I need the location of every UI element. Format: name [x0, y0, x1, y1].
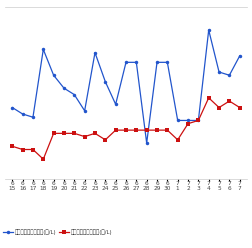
レギュラー看板価格(円/L) — [124, 61, 128, 64]
レギュラー看板価格(円/L) — [114, 103, 117, 106]
レギュラー看板価格(円/L) — [93, 51, 97, 54]
レギュラー実売価格(円/L) — [186, 122, 190, 125]
レギュラー実売価格(円/L) — [62, 132, 66, 135]
レギュラー看板価格(円/L) — [197, 119, 200, 122]
レギュラー看板価格(円/L) — [207, 29, 210, 31]
レギュラー実売価格(円/L) — [145, 129, 148, 132]
Line: レギュラー看板価格(円/L): レギュラー看板価格(円/L) — [11, 28, 241, 145]
レギュラー看板価格(円/L) — [238, 54, 241, 57]
レギュラー看板価格(円/L) — [32, 116, 35, 119]
レギュラー実売価格(円/L) — [32, 148, 35, 151]
レギュラー看板価格(円/L) — [217, 70, 220, 73]
Legend: レギュラー看板価格(円/L), レギュラー実売価格(円/L): レギュラー看板価格(円/L), レギュラー実売価格(円/L) — [3, 229, 112, 235]
レギュラー実売価格(円/L) — [42, 158, 45, 161]
レギュラー看板価格(円/L) — [145, 142, 148, 145]
レギュラー看板価格(円/L) — [83, 109, 86, 112]
レギュラー実売価格(円/L) — [83, 135, 86, 138]
レギュラー実売価格(円/L) — [176, 138, 179, 141]
レギュラー看板価格(円/L) — [155, 61, 159, 64]
レギュラー看板価格(円/L) — [42, 48, 45, 51]
レギュラー看板価格(円/L) — [21, 113, 24, 116]
レギュラー実売価格(円/L) — [207, 96, 210, 99]
レギュラー看板価格(円/L) — [186, 119, 190, 122]
レギュラー看板価格(円/L) — [52, 74, 55, 77]
レギュラー実売価格(円/L) — [217, 106, 220, 109]
レギュラー実売価格(円/L) — [104, 138, 107, 141]
レギュラー実売価格(円/L) — [155, 129, 159, 132]
レギュラー実売価格(円/L) — [135, 129, 138, 132]
レギュラー看板価格(円/L) — [228, 74, 231, 77]
レギュラー実売価格(円/L) — [228, 100, 231, 103]
レギュラー実売価格(円/L) — [197, 119, 200, 122]
レギュラー実売価格(円/L) — [73, 132, 76, 135]
レギュラー実売価格(円/L) — [238, 106, 241, 109]
Line: レギュラー実売価格(円/L): レギュラー実売価格(円/L) — [11, 96, 241, 161]
レギュラー看板価格(円/L) — [73, 93, 76, 96]
レギュラー実売価格(円/L) — [166, 129, 169, 132]
レギュラー実売価格(円/L) — [52, 132, 55, 135]
レギュラー実売価格(円/L) — [93, 132, 97, 135]
レギュラー看板価格(円/L) — [11, 106, 14, 109]
レギュラー看板価格(円/L) — [135, 61, 138, 64]
レギュラー実売価格(円/L) — [21, 148, 24, 151]
レギュラー実売価格(円/L) — [114, 129, 117, 132]
レギュラー看板価格(円/L) — [62, 87, 66, 90]
レギュラー看板価格(円/L) — [104, 80, 107, 83]
レギュラー看板価格(円/L) — [176, 119, 179, 122]
レギュラー実売価格(円/L) — [124, 129, 128, 132]
レギュラー実売価格(円/L) — [11, 145, 14, 148]
レギュラー看板価格(円/L) — [166, 61, 169, 64]
